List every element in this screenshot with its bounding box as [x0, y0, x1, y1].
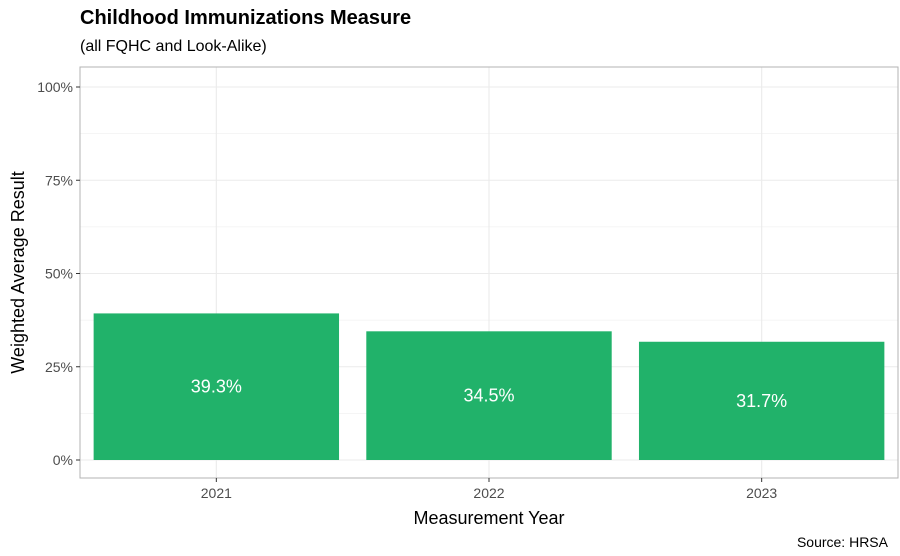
x-tick-label: 2021	[201, 485, 232, 501]
chart-caption: Source: HRSA	[796, 534, 888, 550]
x-tick-label: 2022	[473, 485, 504, 501]
y-tick-label: 25%	[45, 359, 73, 375]
data-label: 31.7%	[736, 391, 787, 411]
bar	[638, 341, 885, 460]
x-tick-label: 2023	[746, 485, 777, 501]
data-label: 34.5%	[463, 386, 514, 406]
y-tick-label: 75%	[45, 172, 73, 188]
bar	[366, 331, 612, 460]
data-label: 39.3%	[191, 377, 242, 397]
chart-title: Childhood Immunizations Measure	[80, 7, 412, 29]
chart-subtitle: (all FQHC and Look-Alike)	[80, 38, 267, 55]
y-tick-label: 0%	[53, 452, 73, 468]
x-axis-title: Measurement Year	[413, 508, 564, 528]
y-tick-label: 100%	[37, 79, 73, 95]
y-tick-label: 50%	[45, 266, 73, 282]
bar	[93, 313, 340, 460]
y-axis-title: Weighted Average Result	[8, 171, 28, 373]
